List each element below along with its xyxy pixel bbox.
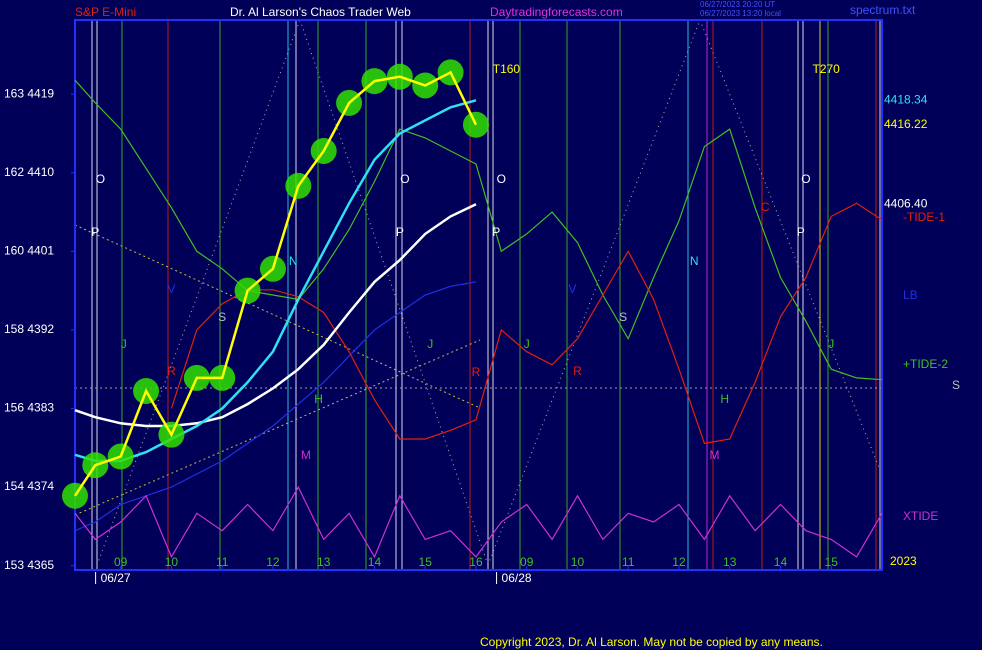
series-name: LB xyxy=(903,288,918,302)
x-tick-label: 14 xyxy=(368,555,382,569)
x-tick-label: 13 xyxy=(723,555,737,569)
annotation: O xyxy=(497,172,506,186)
y-tick-label: 162 4410 xyxy=(4,165,54,179)
series-line xyxy=(73,70,478,497)
x-tick-label: 11 xyxy=(216,555,229,569)
symbol: S&P E-Mini xyxy=(75,5,136,19)
annotation: R xyxy=(573,364,582,378)
x-tick-label: 11 xyxy=(622,555,635,569)
series-line xyxy=(74,485,883,559)
annotation: M xyxy=(710,448,720,462)
series-name: XTIDE xyxy=(903,509,938,523)
annotation: J xyxy=(121,337,127,351)
series-end-label: 4406.40 xyxy=(884,196,928,210)
site-url: Daytradingforecasts.com xyxy=(490,5,623,19)
annotation: T160 xyxy=(493,62,521,76)
annotation: P xyxy=(396,225,404,239)
guide-line xyxy=(96,19,301,566)
y-tick-label: 154 4374 xyxy=(4,479,54,493)
annotation: J xyxy=(828,337,834,351)
x-tick-label: 14 xyxy=(774,555,788,569)
file-name: spectrum.txt xyxy=(850,3,916,17)
series-name: -TIDE-1 xyxy=(903,210,945,224)
annotation: P xyxy=(492,225,500,239)
series-end-label: 4418.34 xyxy=(884,92,928,106)
guide-line xyxy=(699,19,881,471)
annotation: H xyxy=(720,392,729,406)
x-tick-label: 15 xyxy=(419,555,433,569)
date-label: 06/27 xyxy=(101,571,131,585)
x-tick-label: 12 xyxy=(266,555,280,569)
guide-line xyxy=(74,339,481,516)
y-tick-label: 160 4401 xyxy=(4,244,54,258)
annotation: N xyxy=(289,254,298,268)
x-tick-label: 10 xyxy=(165,555,179,569)
x-tick-label: 15 xyxy=(825,555,839,569)
annotation: V xyxy=(167,282,175,296)
annotation: O xyxy=(801,172,810,186)
annotation: M xyxy=(301,448,311,462)
annotation: O xyxy=(96,172,105,186)
guide-line xyxy=(299,19,489,566)
year: 2023 xyxy=(890,554,917,568)
series-name: +TIDE-2 xyxy=(903,357,948,371)
x-tick-label: 10 xyxy=(571,555,585,569)
x-tick-label: 09 xyxy=(520,555,534,569)
annotation: T270 xyxy=(812,62,840,76)
annotation: O xyxy=(400,172,409,186)
annotation: N xyxy=(690,254,699,268)
annotation: S xyxy=(619,310,627,324)
y-tick-label: 156 4383 xyxy=(4,401,54,415)
annotation: P xyxy=(91,225,99,239)
x-tick-label: 12 xyxy=(672,555,686,569)
series-line xyxy=(74,79,883,381)
annotation: V xyxy=(568,282,576,296)
x-tick-label: 16 xyxy=(469,555,483,569)
series-end-label: 4416.22 xyxy=(884,117,928,131)
plot-frame xyxy=(74,19,883,571)
x-tick-label: 09 xyxy=(114,555,128,569)
annotation: C xyxy=(761,200,770,214)
series-line xyxy=(74,99,477,463)
side-mark: S xyxy=(952,378,960,392)
series-line xyxy=(74,281,477,532)
copyright: Copyright 2023, Dr. Al Larson. May not b… xyxy=(480,635,823,649)
date-label: 06/28 xyxy=(502,571,532,585)
series-line xyxy=(170,202,883,445)
annotation: R xyxy=(167,364,176,378)
annotation: H xyxy=(314,392,323,406)
annotation: P xyxy=(797,225,805,239)
y-tick-label: 163 4419 xyxy=(4,86,54,100)
stamp: 06/27/2023 13:20 local xyxy=(700,9,781,18)
guide-line xyxy=(74,224,481,409)
y-tick-label: 158 4392 xyxy=(4,322,54,336)
stamp: 06/27/2023 20:20 UT xyxy=(700,0,775,9)
series-line xyxy=(74,203,477,428)
y-tick-label: 153 4365 xyxy=(4,558,54,572)
site-title: Dr. Al Larson's Chaos Trader Web xyxy=(230,5,411,19)
annotation: S xyxy=(218,310,226,324)
annotation: J xyxy=(524,337,530,351)
x-tick-label: 13 xyxy=(317,555,331,569)
annotation: J xyxy=(427,337,433,351)
annotation: R xyxy=(472,365,481,379)
